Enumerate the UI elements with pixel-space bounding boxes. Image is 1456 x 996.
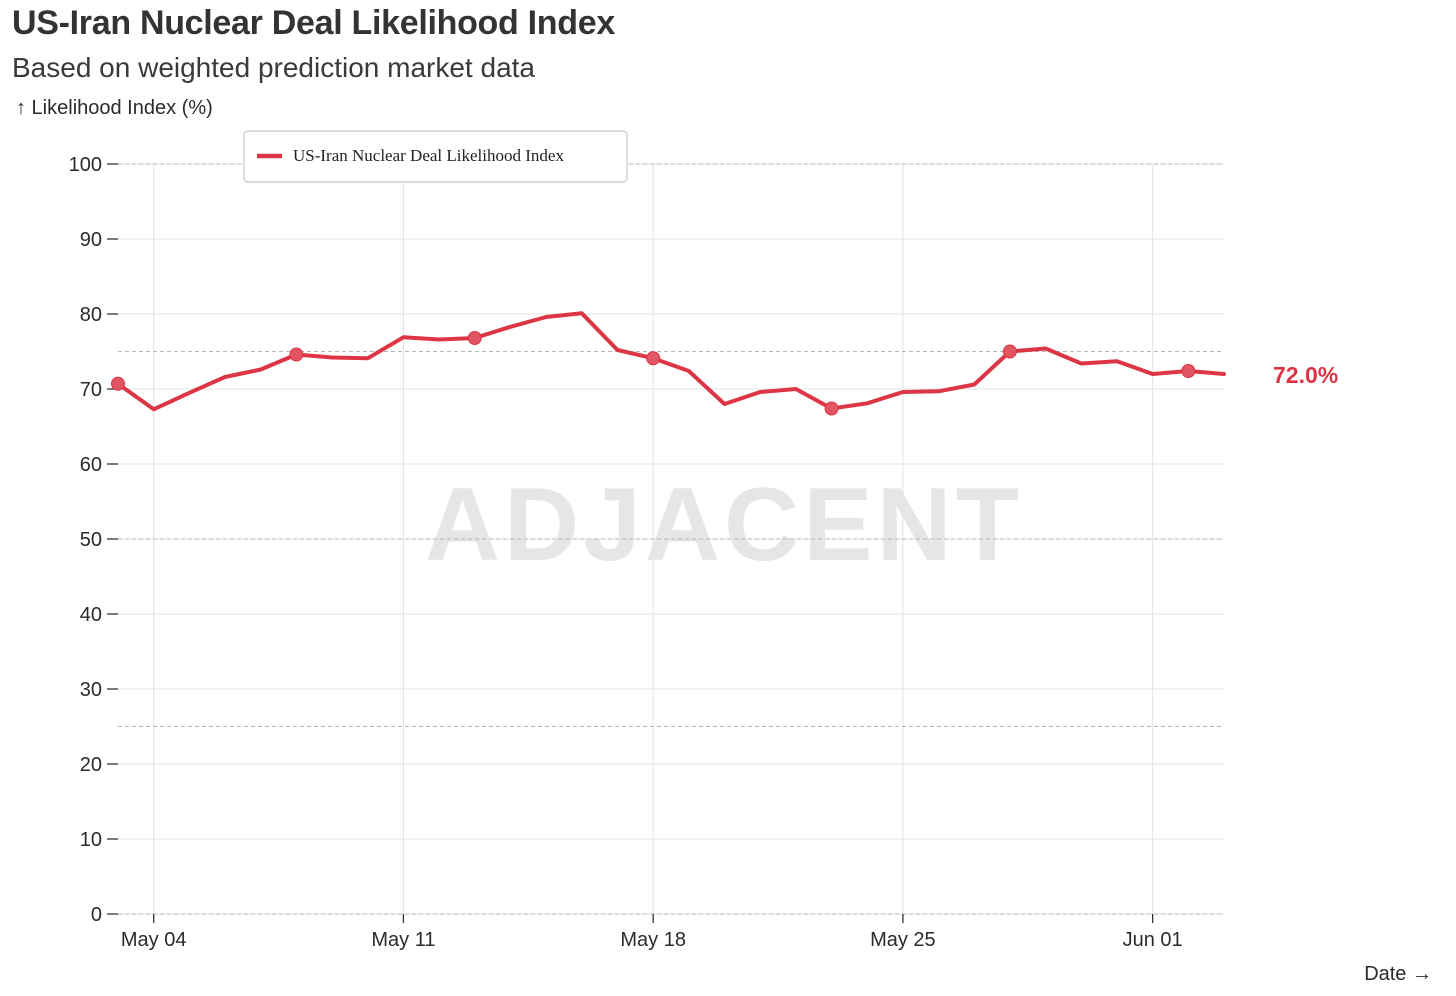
- y-axis: 0 10 20 30 40 50 60 70 80 90 100: [69, 154, 118, 926]
- legend-box: [243, 130, 628, 183]
- data-point-marker: [289, 347, 304, 362]
- x-tick-label: Jun 01: [1123, 929, 1183, 951]
- y-tick-label: 40: [80, 604, 102, 626]
- data-point-marker: [1002, 344, 1017, 359]
- series-line: [116, 311, 1226, 412]
- x-tick-label: May 25: [870, 929, 936, 951]
- data-point-marker: [824, 401, 839, 416]
- legend-entry-label: US-Iran Nuclear Deal Likelihood Index: [293, 146, 564, 165]
- chart-title: US-Iran Nuclear Deal Likelihood Index: [12, 4, 615, 42]
- y-tick-label: 90: [80, 229, 102, 251]
- y-tick-label: 60: [80, 454, 102, 476]
- y-tick-label: 70: [80, 379, 102, 401]
- y-tick-label: 30: [80, 679, 102, 701]
- x-axis: May 04 May 11 May 18 May 25 Jun 01: [121, 914, 1183, 951]
- y-tick-label: 50: [80, 529, 102, 551]
- legend: US-Iran Nuclear Deal Likelihood Index: [243, 130, 628, 183]
- series: [111, 311, 1226, 416]
- chart-subtitle: Based on weighted prediction market data: [12, 52, 535, 83]
- x-tick-label: May 18: [620, 929, 686, 951]
- last-value-label: 72.0%: [1273, 362, 1338, 388]
- y-tick-label: 20: [80, 754, 102, 776]
- x-axis-label: Date →: [1364, 963, 1432, 985]
- y-axis-label: ↑ Likelihood Index (%): [16, 97, 213, 119]
- data-point-marker: [646, 351, 661, 366]
- x-tick-label: May 11: [371, 929, 435, 951]
- y-tick-label: 80: [80, 304, 102, 326]
- y-tick-label: 100: [69, 154, 102, 176]
- watermark: ADJACENT: [425, 467, 1023, 583]
- x-tick-label: May 04: [121, 929, 187, 951]
- y-tick-label: 10: [80, 829, 102, 851]
- data-point-marker: [111, 376, 125, 391]
- y-tick-label: 0: [91, 904, 102, 926]
- data-point-marker: [467, 331, 482, 345]
- data-point-marker: [1181, 364, 1196, 378]
